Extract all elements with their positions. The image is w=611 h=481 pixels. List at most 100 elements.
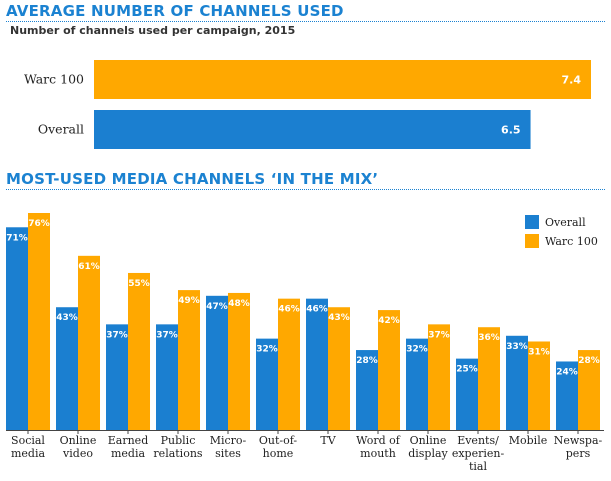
category-label-out-of-home: Out-of-home xyxy=(259,434,298,460)
bar-public-relations-warc-100 xyxy=(178,290,200,430)
bar-social-media-warc-100 xyxy=(28,213,50,430)
category-label-line: video xyxy=(62,447,93,460)
bar-newspa-pers-warc-100 xyxy=(578,350,600,430)
category-label-word-of-mouth: Word of mouth xyxy=(356,434,401,460)
value-label-online-display-warc-100: 37% xyxy=(428,330,450,340)
category-label-social-media: Social media xyxy=(11,434,46,460)
bar-word-of-mouth-warc-100 xyxy=(378,310,400,430)
bar-online-video-warc-100 xyxy=(78,255,100,430)
legend-label-overall: Overall xyxy=(545,216,586,229)
value-label-out-of-home-warc-100: 46% xyxy=(278,305,300,315)
value-label-events-experien-tial-warc-100: 36% xyxy=(478,333,500,343)
category-label-newspa-pers: Newspa-pers xyxy=(554,434,603,460)
value-label-events-experien-tial-overall: 25% xyxy=(456,365,478,375)
category-label-public-relations: Public relations xyxy=(153,434,202,460)
chart1-title: AVERAGE NUMBER OF CHANNELS USED xyxy=(6,2,344,20)
bar-out-of-home-overall xyxy=(256,338,278,430)
category-label-tv: TV xyxy=(320,434,336,447)
value-label-micro-sites-overall: 47% xyxy=(206,302,228,312)
bar-micro-sites-overall xyxy=(206,295,228,430)
bar-social-media-overall xyxy=(6,227,28,430)
bar-warc-100 xyxy=(94,60,591,99)
value-label-word-of-mouth-overall: 28% xyxy=(356,356,378,366)
category-label-line: Newspa- xyxy=(554,434,603,447)
category-label-line: sites xyxy=(215,447,241,460)
value-label-warc-100: 7.4 xyxy=(562,74,582,87)
value-label-word-of-mouth-warc-100: 42% xyxy=(378,316,400,326)
chart1-title-rule xyxy=(6,21,605,22)
category-label-line: Events/ xyxy=(457,434,499,447)
value-label-tv-overall: 46% xyxy=(306,305,328,315)
category-label-line: Out-of- xyxy=(259,434,298,447)
legend-swatch-overall xyxy=(525,215,539,229)
category-label-line: pers xyxy=(566,447,591,460)
legend-swatch-warc-100 xyxy=(525,234,539,248)
value-label-newspa-pers-warc-100: 28% xyxy=(578,356,600,366)
value-label-social-media-overall: 71% xyxy=(6,233,28,243)
category-label-line: Social xyxy=(11,434,45,447)
bar-events-experien-tial-warc-100 xyxy=(478,327,500,430)
bar-out-of-home-warc-100 xyxy=(278,298,300,430)
value-label-out-of-home-overall: 32% xyxy=(256,345,278,355)
category-label-line: Public xyxy=(161,434,196,447)
value-label-earned-media-warc-100: 55% xyxy=(128,279,150,289)
category-label-micro-sites: Micro-sites xyxy=(210,434,247,460)
category-label-line: tial xyxy=(469,460,487,473)
value-label-public-relations-warc-100: 49% xyxy=(178,296,200,306)
value-label-newspa-pers-overall: 24% xyxy=(556,367,578,377)
category-label-overall: Overall xyxy=(38,122,84,137)
value-label-online-video-overall: 43% xyxy=(56,313,78,323)
value-label-mobile-overall: 33% xyxy=(506,342,528,352)
category-label-line: Online xyxy=(60,434,97,447)
chart2-title-rule xyxy=(6,189,605,190)
value-label-online-display-overall: 32% xyxy=(406,345,428,355)
bar-earned-media-overall xyxy=(106,324,128,430)
bar-tv-warc-100 xyxy=(328,307,350,430)
bar-newspa-pers-overall xyxy=(556,361,578,430)
category-label-events-experien-tial: Events/experien-tial xyxy=(452,434,505,473)
category-label-line: relations xyxy=(153,447,202,460)
bar-public-relations-overall xyxy=(156,324,178,430)
category-label-line: experien- xyxy=(452,447,505,460)
bar-online-display-overall xyxy=(406,338,428,430)
bar-tv-overall xyxy=(306,298,328,430)
value-label-micro-sites-warc-100: 48% xyxy=(228,299,250,309)
value-label-earned-media-overall: 37% xyxy=(106,330,128,340)
category-label-online-display: Online display xyxy=(408,434,448,460)
category-label-line: display xyxy=(408,447,448,460)
category-label-mobile: Mobile xyxy=(509,434,547,447)
chart1-subtitle: Number of channels used per campaign, 20… xyxy=(10,24,296,37)
bar-earned-media-warc-100 xyxy=(128,272,150,430)
category-label-line: media xyxy=(11,447,46,460)
category-label-online-video: Online video xyxy=(60,434,97,460)
category-label-line: TV xyxy=(320,434,336,447)
bar-online-display-warc-100 xyxy=(428,324,450,430)
category-label-line: Online xyxy=(410,434,447,447)
bar-micro-sites-warc-100 xyxy=(228,292,250,430)
category-label-line: Earned xyxy=(108,434,148,447)
value-label-public-relations-overall: 37% xyxy=(156,330,178,340)
chart2-title: MOST-USED MEDIA CHANNELS ‘IN THE MIX’ xyxy=(6,170,379,188)
category-label-warc-100: Warc 100 xyxy=(24,72,84,87)
legend-label-warc-100: Warc 100 xyxy=(545,235,598,248)
bar-mobile-warc-100 xyxy=(528,341,550,430)
value-label-mobile-warc-100: 31% xyxy=(528,347,550,357)
channels-per-campaign-chart: Warc 100 7.4 Overall 6.5 xyxy=(24,60,591,149)
category-label-line: home xyxy=(263,447,294,460)
value-label-tv-warc-100: 43% xyxy=(328,313,350,323)
bar-online-video-overall xyxy=(56,307,78,430)
value-label-social-media-warc-100: 76% xyxy=(28,219,50,229)
value-label-online-video-warc-100: 61% xyxy=(78,262,100,272)
category-label-line: Mobile xyxy=(509,434,547,447)
category-label-line: mouth xyxy=(360,447,396,460)
category-label-line: media xyxy=(111,447,146,460)
bar-events-experien-tial-overall xyxy=(456,358,478,430)
category-label-earned-media: Earned media xyxy=(108,434,148,460)
bar-mobile-overall xyxy=(506,335,528,430)
value-label-overall: 6.5 xyxy=(501,124,521,137)
bar-overall xyxy=(94,110,531,149)
category-label-line: Micro- xyxy=(210,434,247,447)
bar-word-of-mouth-overall xyxy=(356,350,378,430)
